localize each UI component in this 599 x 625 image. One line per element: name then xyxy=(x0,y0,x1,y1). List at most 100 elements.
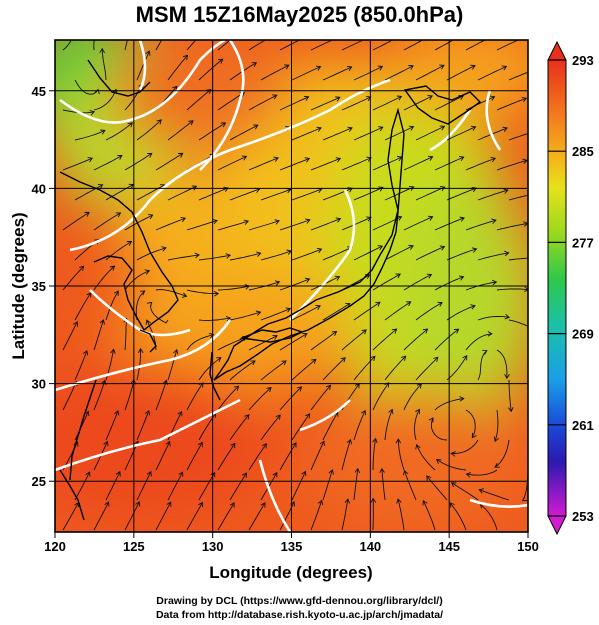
streamline-arrow xyxy=(127,122,133,128)
streamline-arrow xyxy=(135,501,141,507)
streamline-arrow xyxy=(335,157,342,163)
streamline-arrow xyxy=(97,184,104,190)
streamline-arrow xyxy=(256,251,262,257)
streamline-arrow xyxy=(490,156,497,163)
streamline xyxy=(479,503,498,531)
streamline-arrow xyxy=(402,469,409,476)
streamline-arrow xyxy=(328,469,334,475)
isotherm-contour xyxy=(289,189,356,321)
streamline-arrow xyxy=(109,265,116,271)
streamline xyxy=(62,157,93,171)
streamline-arrow xyxy=(115,470,121,477)
streamline-arrow xyxy=(415,408,420,415)
streamline-arrow xyxy=(504,250,510,257)
streamline xyxy=(155,40,163,51)
streamline-arrow xyxy=(433,356,439,362)
streamline xyxy=(155,380,167,411)
streamline-arrow xyxy=(281,360,287,366)
streamline-arrow xyxy=(178,152,184,158)
streamline xyxy=(403,156,433,171)
streamline-arrow xyxy=(230,442,236,449)
streamline xyxy=(136,348,142,381)
streamline xyxy=(198,472,216,501)
streamline xyxy=(198,254,231,261)
streamline-arrow xyxy=(178,471,184,477)
streamline xyxy=(124,501,140,531)
streamline xyxy=(446,126,476,141)
streamline-arrow xyxy=(317,499,324,505)
streamline-arrow xyxy=(85,471,91,477)
streamline-arrow xyxy=(378,186,384,192)
streamline xyxy=(415,125,445,141)
streamline xyxy=(403,95,433,111)
streamline-arrow xyxy=(73,321,79,327)
streamline xyxy=(217,502,235,531)
streamline-arrow xyxy=(450,482,457,488)
streamline xyxy=(496,97,527,111)
streamline-arrow xyxy=(471,247,478,253)
streamline-arrow xyxy=(396,498,402,504)
streamline xyxy=(260,64,290,81)
streamline xyxy=(310,441,325,471)
streamline-arrow xyxy=(566,131,570,136)
streamline xyxy=(404,470,417,501)
streamline xyxy=(135,290,146,321)
isotherm-contour xyxy=(199,40,245,171)
streamline xyxy=(105,290,119,321)
streamline-arrow xyxy=(311,358,317,364)
streamline xyxy=(322,469,333,501)
streamline-arrow xyxy=(487,331,493,337)
streamline-arrow xyxy=(99,47,105,54)
y-tick-label-30: 30 xyxy=(32,377,46,392)
streamline-arrow xyxy=(543,371,547,376)
streamline xyxy=(217,155,247,171)
streamline-arrow xyxy=(489,95,496,101)
streamline xyxy=(186,382,204,411)
streamline-arrow xyxy=(504,313,510,320)
streamline xyxy=(93,212,121,231)
streamline xyxy=(248,157,279,171)
streamline xyxy=(415,302,443,321)
streamline-arrow xyxy=(316,126,322,132)
streamline-arrow xyxy=(82,349,89,356)
streamline xyxy=(426,475,448,501)
streamline xyxy=(150,302,169,324)
streamline-arrow xyxy=(372,437,378,444)
isotherm-contour xyxy=(299,399,351,432)
streamline-arrow xyxy=(534,67,539,72)
streamline xyxy=(477,65,507,81)
streamline xyxy=(527,49,528,50)
streamline xyxy=(136,471,152,501)
streamline xyxy=(229,311,261,321)
streamline-arrow xyxy=(172,85,178,92)
streamline xyxy=(403,383,422,411)
streamline-arrow xyxy=(255,310,262,316)
streamline-arrow xyxy=(285,307,292,313)
streamline-arrow xyxy=(220,122,227,128)
streamline-arrow xyxy=(567,259,571,264)
streamline-arrow xyxy=(191,185,198,191)
streamline xyxy=(105,122,133,141)
colorbar-label-285: 285 xyxy=(572,144,594,159)
streamline xyxy=(74,471,90,501)
colorbar-label-269: 269 xyxy=(572,327,594,342)
streamline-arrow xyxy=(147,152,153,158)
streamline xyxy=(465,281,497,291)
streamline-arrow xyxy=(251,62,258,68)
streamline-arrow xyxy=(229,502,235,508)
streamline xyxy=(341,329,367,351)
streamline xyxy=(310,500,323,531)
streamline xyxy=(414,409,420,441)
credit-drawing: Drawing by DCL (https://www.gfd-dennou.o… xyxy=(156,595,443,607)
streamline xyxy=(136,184,165,201)
streamline-arrow xyxy=(396,95,403,101)
colorbar-label-293: 293 xyxy=(572,53,594,68)
streamline xyxy=(62,502,79,531)
streamline-arrow xyxy=(217,58,224,64)
wind-streamlines xyxy=(62,40,571,531)
streamline-arrow xyxy=(450,451,456,457)
streamline xyxy=(372,96,402,111)
temperature-contours xyxy=(55,40,528,532)
isotherm-contour xyxy=(429,109,472,152)
streamline xyxy=(353,186,384,201)
